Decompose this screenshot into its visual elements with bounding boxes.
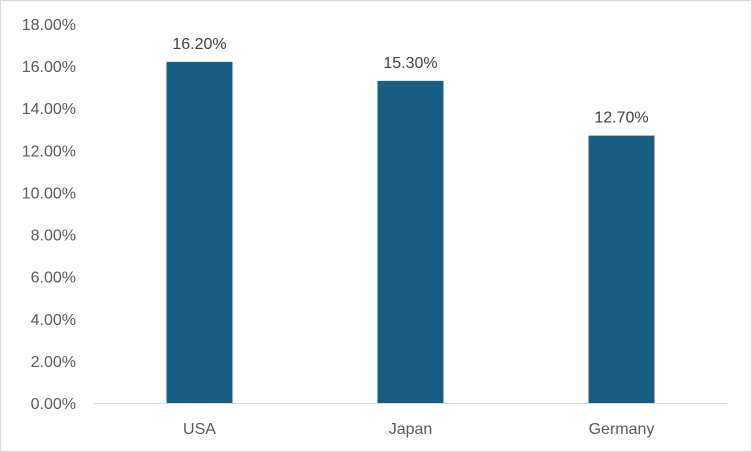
x-tick-label-japan: Japan xyxy=(389,421,433,438)
bar-usa xyxy=(166,61,233,404)
y-tick-label: 12.00% xyxy=(22,143,76,160)
y-tick-label: 4.00% xyxy=(31,312,76,329)
y-axis-labels: 0.00% 2.00% 4.00% 6.00% 8.00% 10.00% 12.00% 14.… xyxy=(22,17,76,413)
y-tick-label: 14.00% xyxy=(22,101,76,118)
data-labels: 16.20% 15.30% 12.70% xyxy=(172,36,648,127)
y-tick-label: 8.00% xyxy=(31,228,76,245)
data-label-usa: 16.20% xyxy=(172,36,226,53)
bar-japan xyxy=(377,80,444,403)
y-tick-label: 18.00% xyxy=(22,17,76,34)
bar-germany xyxy=(588,135,655,403)
y-tick-label: 10.00% xyxy=(22,185,76,202)
y-tick-label: 6.00% xyxy=(31,270,76,287)
x-axis-labels: USA Japan Germany xyxy=(183,421,654,438)
data-label-germany: 12.70% xyxy=(594,110,648,127)
bars xyxy=(166,61,655,404)
x-tick-label-usa: USA xyxy=(183,421,216,438)
y-tick-label: 2.00% xyxy=(31,354,76,371)
x-tick-label-germany: Germany xyxy=(589,421,655,438)
y-tick-label: 16.00% xyxy=(22,59,76,76)
y-tick-label: 0.00% xyxy=(31,396,76,413)
data-label-japan: 15.30% xyxy=(383,55,437,72)
